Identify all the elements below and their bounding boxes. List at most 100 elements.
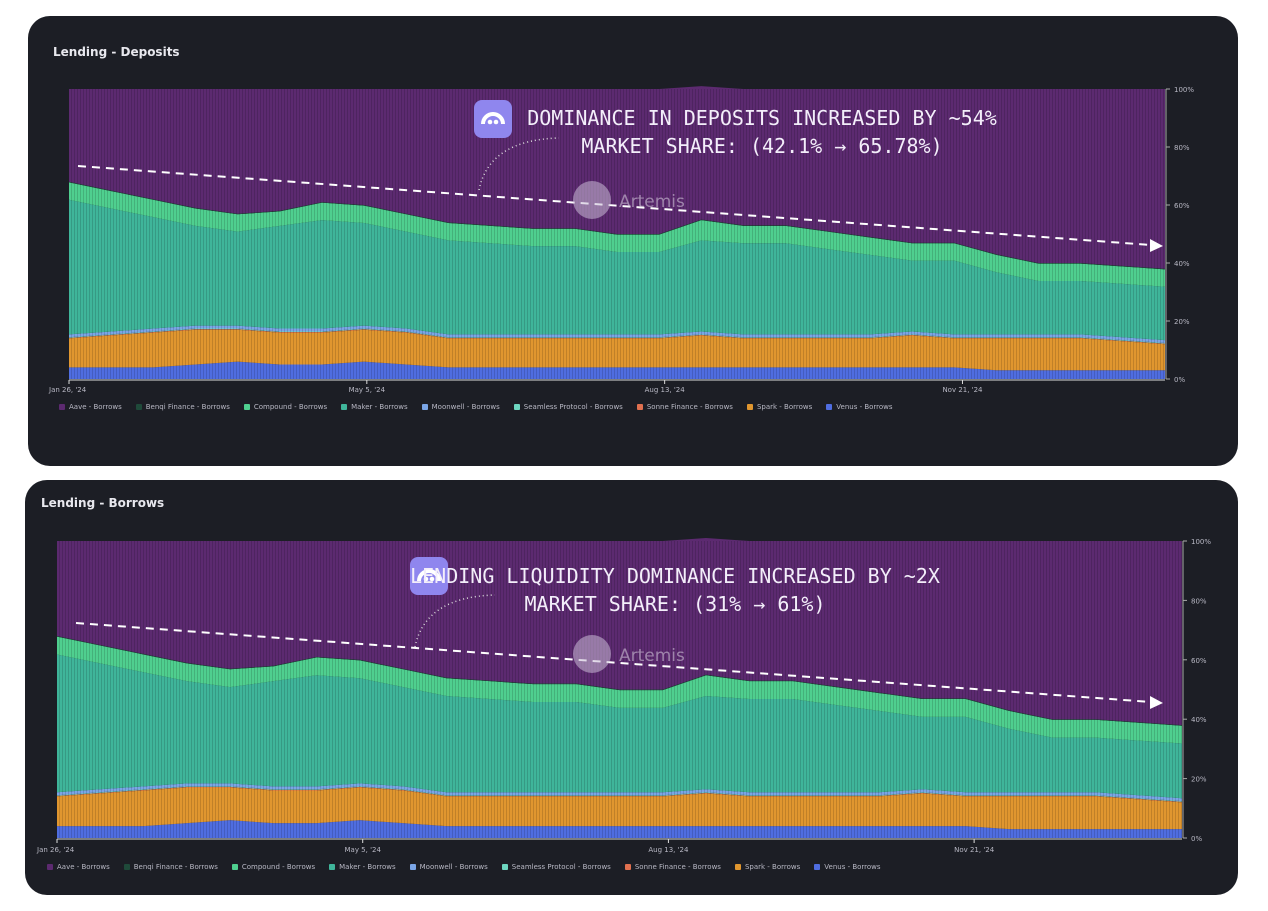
legend-label: Moonwell - Borrows xyxy=(419,863,488,871)
legend-swatch xyxy=(243,404,250,410)
legend-item[interactable]: Moonwell - Borrows xyxy=(409,863,488,871)
legend-item[interactable]: Venus - Borrows xyxy=(814,863,881,871)
legend: Aave - Borrows Benqi Finance - Borrows Com… xyxy=(59,403,893,411)
legend-item[interactable]: Compound - Borrows xyxy=(231,863,316,871)
legend-item[interactable]: Spark - Borrows xyxy=(746,403,813,411)
bar-stripes xyxy=(57,541,1182,838)
x-tick-label: Nov 21, '24 xyxy=(954,846,995,854)
legend-label: Aave - Borrows xyxy=(57,863,110,871)
y-tick-label: 0% xyxy=(1191,835,1202,843)
annotation-line-2: MARKET SHARE: (42.1% → 65.78%) xyxy=(581,134,943,158)
legend-label: Seamless Protocol - Borrows xyxy=(523,403,623,411)
legend-item[interactable]: Sonne Finance - Borrows xyxy=(624,863,721,871)
y-tick-label: 100% xyxy=(1191,538,1211,546)
legend-swatch xyxy=(814,864,821,870)
legend-swatch xyxy=(329,864,336,870)
legend-swatch xyxy=(624,864,631,870)
legend-label: Compound - Borrows xyxy=(253,403,328,411)
legend-item[interactable]: Venus - Borrows xyxy=(826,403,893,411)
legend-swatch xyxy=(734,864,741,870)
y-tick-label: 100% xyxy=(1174,86,1194,94)
watermark-text: Artemis xyxy=(619,646,685,666)
legend-item[interactable]: Benqi Finance - Borrows xyxy=(135,403,230,411)
artemis-logo-icon xyxy=(573,181,611,219)
legend-label: Seamless Protocol - Borrows xyxy=(511,863,611,871)
y-tick-label: 80% xyxy=(1174,144,1190,152)
legend-swatch xyxy=(636,404,643,410)
legend-label: Maker - Borrows xyxy=(351,403,408,411)
x-tick-label: Nov 21, '24 xyxy=(942,386,983,394)
legend-label: Venus - Borrows xyxy=(836,403,893,411)
chart-title: Lending - Deposits xyxy=(53,45,180,59)
legend-swatch xyxy=(123,864,130,870)
y-tick-label: 60% xyxy=(1174,202,1190,210)
legend: Aave - Borrows Benqi Finance - Borrows Com… xyxy=(47,863,881,871)
brand-logo-icon xyxy=(474,100,512,138)
legend-item[interactable]: Maker - Borrows xyxy=(329,863,396,871)
legend-swatch xyxy=(135,404,142,410)
artemis-watermark: Artemis xyxy=(573,635,685,673)
x-tick-label: Aug 13, '24 xyxy=(645,386,686,394)
legend-swatch xyxy=(421,404,428,410)
legend-item[interactable]: Maker - Borrows xyxy=(341,403,408,411)
legend-item[interactable]: Benqi Finance - Borrows xyxy=(123,863,218,871)
legend-swatch xyxy=(746,404,753,410)
legend-label: Venus - Borrows xyxy=(824,863,881,871)
trend-arrow-line xyxy=(75,622,1152,703)
trend-arrow-head xyxy=(1150,696,1163,709)
legend-label: Benqi Finance - Borrows xyxy=(145,403,230,411)
y-tick-label: 20% xyxy=(1191,776,1207,784)
x-tick-label: May 5, '24 xyxy=(344,846,381,854)
annotation-line-1: DOMINANCE IN DEPOSITS INCREASED BY ~54% xyxy=(527,106,997,130)
x-tick-label: Jan 26, '24 xyxy=(48,386,87,394)
legend-item[interactable]: Moonwell - Borrows xyxy=(421,403,500,411)
legend-label: Compound - Borrows xyxy=(241,863,316,871)
legend-item[interactable]: Seamless Protocol - Borrows xyxy=(501,863,611,871)
legend-item[interactable]: Aave - Borrows xyxy=(59,403,122,411)
artemis-logo-icon xyxy=(573,635,611,673)
legend-label: Spark - Borrows xyxy=(744,863,801,871)
legend-swatch xyxy=(231,864,238,870)
legend-label: Spark - Borrows xyxy=(756,403,813,411)
legend-swatch xyxy=(47,864,53,870)
y-tick-label: 60% xyxy=(1191,657,1207,665)
annotation-line-1: LENDING LIQUIDITY DOMINANCE INCREASED BY… xyxy=(410,564,940,588)
y-tick-label: 20% xyxy=(1174,318,1190,326)
brand-logo-icon xyxy=(410,557,448,595)
legend-item[interactable]: Seamless Protocol - Borrows xyxy=(513,403,623,411)
x-tick-label: Jan 26, '24 xyxy=(36,846,75,854)
chart-title: Lending - Borrows xyxy=(41,496,165,510)
y-tick-label: 40% xyxy=(1174,260,1190,268)
legend-swatch xyxy=(59,404,65,410)
artemis-watermark: Artemis xyxy=(573,181,685,219)
legend-swatch xyxy=(501,864,508,870)
legend-item[interactable]: Spark - Borrows xyxy=(734,863,801,871)
legend-label: Sonne Finance - Borrows xyxy=(646,403,733,411)
legend-label: Moonwell - Borrows xyxy=(431,403,500,411)
annotation: LENDING LIQUIDITY DOMINANCE INCREASED BY… xyxy=(375,562,975,618)
trend-arrow-line xyxy=(77,165,1152,246)
legend-swatch xyxy=(513,404,520,410)
legend-label: Sonne Finance - Borrows xyxy=(634,863,721,871)
annotation-line-2: MARKET SHARE: (31% → 61%) xyxy=(524,592,826,616)
y-tick-label: 40% xyxy=(1191,716,1207,724)
bar-stripes xyxy=(69,89,1165,379)
legend-swatch xyxy=(826,404,833,410)
y-tick-label: 0% xyxy=(1174,376,1185,384)
legend-label: Aave - Borrows xyxy=(69,403,122,411)
annotation: DOMINANCE IN DEPOSITS INCREASED BY ~54% M… xyxy=(462,104,1062,160)
legend-item[interactable]: Aave - Borrows xyxy=(47,863,110,871)
legend-label: Maker - Borrows xyxy=(339,863,396,871)
legend-label: Benqi Finance - Borrows xyxy=(133,863,218,871)
legend-swatch xyxy=(341,404,348,410)
watermark-text: Artemis xyxy=(619,192,685,212)
legend-swatch xyxy=(409,864,416,870)
legend-item[interactable]: Compound - Borrows xyxy=(243,403,328,411)
y-tick-label: 80% xyxy=(1191,597,1207,605)
x-tick-label: Aug 13, '24 xyxy=(648,846,689,854)
x-tick-label: May 5, '24 xyxy=(349,386,386,394)
trend-arrow-head xyxy=(1150,239,1163,252)
legend-item[interactable]: Sonne Finance - Borrows xyxy=(636,403,733,411)
